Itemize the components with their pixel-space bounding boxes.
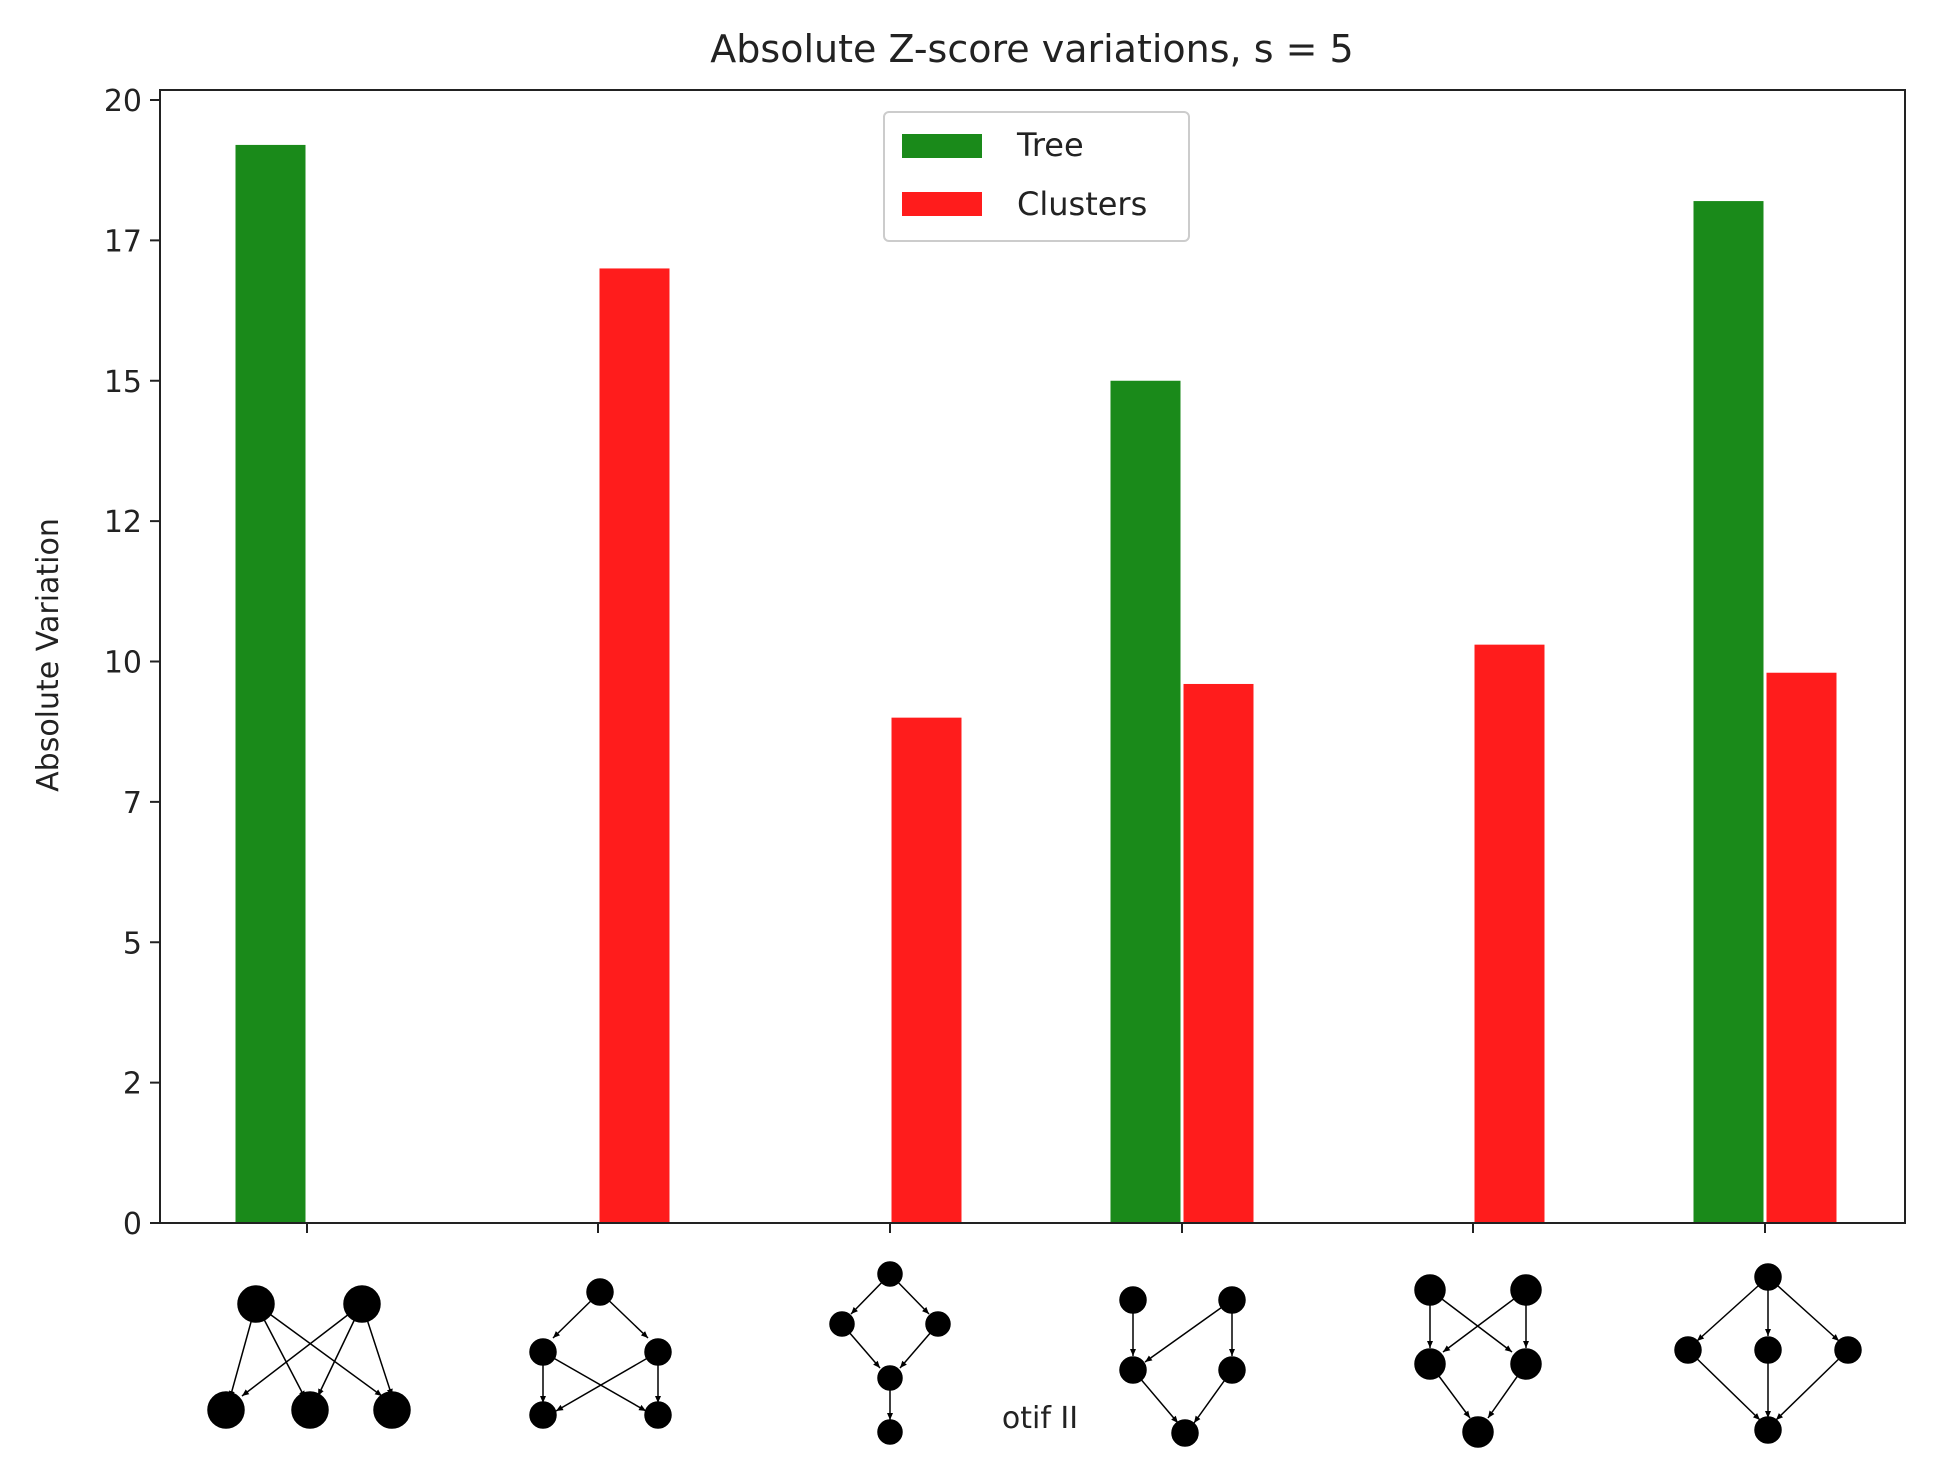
- y-tick-label: 12: [104, 505, 142, 540]
- bars: [235, 144, 1837, 1223]
- y-tick-label: 17: [104, 224, 142, 259]
- bar-clusters-6: [1766, 672, 1837, 1223]
- motif-icon-1: [207, 1285, 411, 1429]
- legend-label-tree: Tree: [1016, 126, 1084, 164]
- bar-clusters-4: [1183, 683, 1254, 1223]
- x-axis-ticks: [306, 1223, 1766, 1233]
- bar-tree-6: [1693, 201, 1764, 1223]
- motif-icon-5: [1414, 1274, 1542, 1448]
- x-axis-title: otif II: [1002, 1401, 1078, 1436]
- y-axis-title: Absolute Variation: [31, 518, 66, 792]
- y-tick-label: 20: [104, 84, 142, 119]
- bar-clusters-3: [891, 717, 962, 1223]
- legend-swatch-clusters: [902, 192, 982, 216]
- y-tick-label: 0: [123, 1207, 142, 1242]
- bar-clusters-2: [599, 268, 670, 1223]
- chart-title: Absolute Z-score variations, s = 5: [710, 27, 1353, 71]
- motif-icons: [207, 1261, 1862, 1448]
- y-tick-label: 7: [123, 786, 142, 821]
- plot-frame: [159, 89, 1906, 1224]
- legend-label-clusters: Clusters: [1017, 185, 1147, 223]
- bar-tree-1: [235, 144, 306, 1223]
- bar-clusters-5: [1474, 644, 1545, 1223]
- motif-icon-2: [529, 1278, 672, 1429]
- y-axis-ticks: 0 2 5 7 10 12 15 17 20: [104, 84, 160, 1242]
- y-tick-label: 2: [123, 1067, 142, 1102]
- bar-tree-4: [1110, 380, 1181, 1223]
- legend-swatch-tree: [902, 134, 982, 158]
- motif-icon-3: [829, 1261, 951, 1445]
- y-tick-label: 5: [123, 926, 142, 961]
- motif-icon-6: [1674, 1263, 1862, 1444]
- y-tick-label: 10: [104, 646, 142, 681]
- legend: Tree Clusters: [883, 111, 1190, 242]
- motif-icon-4: [1119, 1286, 1246, 1447]
- y-tick-label: 15: [104, 365, 142, 400]
